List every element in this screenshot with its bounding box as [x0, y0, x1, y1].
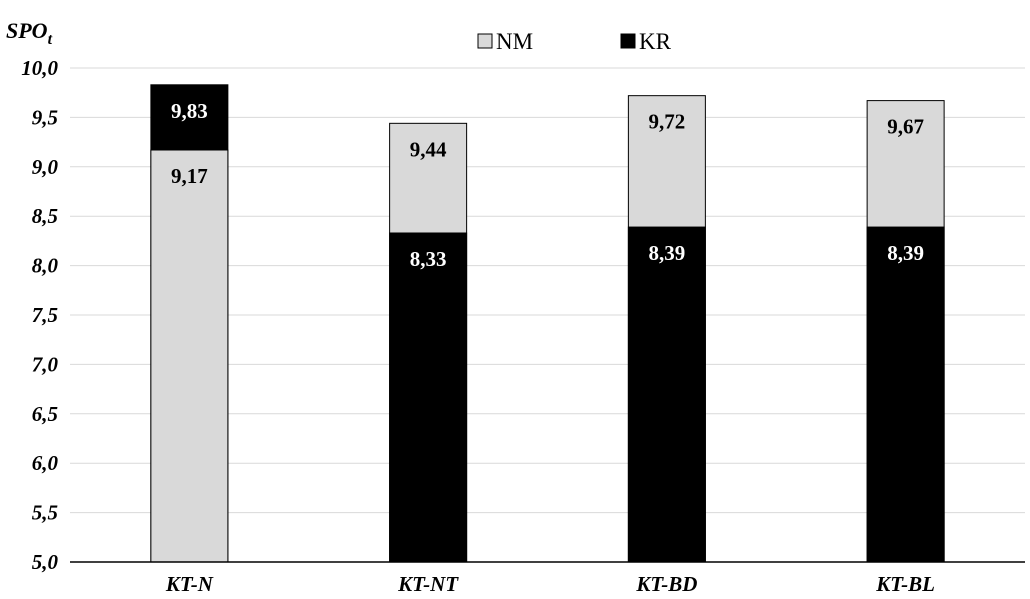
data-label-kr-kt-bd: 8,39 [649, 241, 686, 265]
y-tick-label: 5,5 [32, 501, 58, 525]
y-tick-label: 6,5 [32, 402, 58, 426]
y-tick-label: 7,5 [32, 303, 58, 327]
x-category-label: KT-NT [397, 572, 459, 596]
y-axis-ticks: 5,0 5,5 6,0 6,5 7,0 7,5 8,0 8,5 9,0 9,5 10,0 [21, 56, 58, 574]
legend-swatch-kr [620, 33, 636, 49]
legend: NM KR [477, 29, 672, 54]
y-tick-label: 8,0 [32, 254, 59, 278]
y-tick-label: 7,0 [32, 352, 59, 376]
y-tick-label: 6,0 [32, 451, 59, 475]
bar-kr-kt-bl [866, 226, 945, 563]
y-tick-label: 9,0 [32, 155, 59, 179]
data-label-nm-kt-bd: 9,72 [649, 110, 686, 134]
x-category-label: KT-BD [635, 572, 697, 596]
data-label-nm-kt-nt: 9,44 [410, 137, 447, 161]
x-category-label: KT-BL [875, 572, 935, 596]
gridlines [70, 67, 1025, 514]
legend-swatch-nm [477, 33, 493, 49]
bars [150, 84, 945, 563]
y-tick-label: 9,5 [32, 105, 58, 129]
y-tick-label: 8,5 [32, 204, 58, 228]
legend-label-kr: KR [639, 29, 672, 54]
data-label-kr-kt-n: 9,83 [171, 99, 208, 123]
bar-kr-kt-bd [627, 226, 706, 563]
x-category-label: KT-N [165, 572, 214, 596]
bar-kr-kt-nt [389, 232, 468, 563]
data-label-nm-kt-bl: 9,67 [887, 115, 924, 139]
data-label-kr-kt-nt: 8,33 [410, 247, 447, 271]
y-tick-label: 5,0 [32, 550, 59, 574]
data-labels: 9,83 9,17 9,44 8,33 9,72 8,39 9,67 8,39 [171, 99, 924, 271]
bar-nm-kt-n [150, 149, 229, 563]
data-label-nm-kt-n: 9,17 [171, 164, 208, 188]
data-label-kr-kt-bl: 8,39 [887, 241, 924, 265]
y-tick-label: 10,0 [21, 56, 58, 80]
legend-label-nm: NM [496, 29, 533, 54]
x-axis-categories: KT-N KT-NT KT-BD KT-BL [165, 572, 935, 596]
y-axis-title: SPOt [6, 18, 53, 48]
